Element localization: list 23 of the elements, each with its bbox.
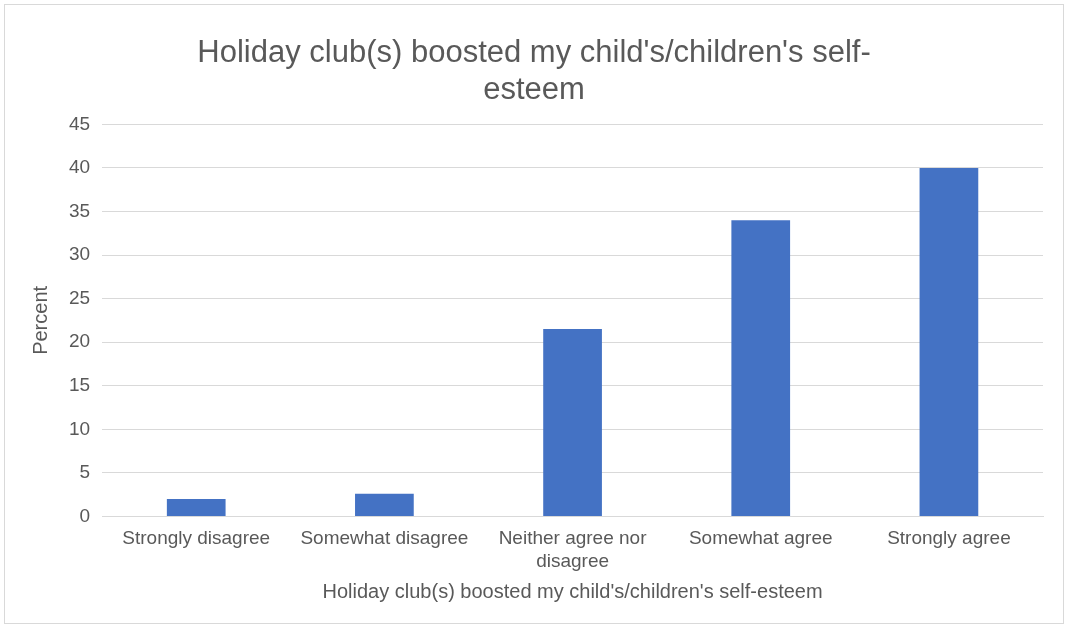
bar — [731, 220, 791, 516]
y-tick-label: 25 — [68, 286, 91, 308]
y-axis-title: Percent — [28, 285, 51, 355]
y-tick-label: 15 — [68, 373, 91, 395]
bar — [543, 329, 602, 516]
bar — [919, 167, 979, 516]
y-tick-label: 0 — [79, 504, 91, 526]
y-tick-label: 20 — [68, 330, 91, 352]
bar — [166, 498, 226, 516]
y-tick-label: 35 — [68, 199, 91, 221]
y-tick-label: 30 — [68, 243, 91, 265]
x-tick-label: Somewhat agree — [688, 527, 833, 549]
y-tick-label: 10 — [68, 417, 91, 439]
y-tick-label: 45 — [68, 112, 91, 134]
bar — [355, 493, 414, 516]
y-tick-label: 40 — [68, 156, 91, 178]
chart-title: Holiday club(s) boosted my child's/children's self-esteem — [197, 34, 871, 107]
x-tick-label: Strongly agree — [887, 527, 1011, 549]
x-tick-label: Somewhat disagree — [300, 527, 469, 549]
x-axis-title: Holiday club(s) boosted my child's/children's self-esteem — [322, 579, 823, 602]
x-tick-label: Neither agree nor disagree — [498, 527, 648, 571]
y-tick-label: 5 — [79, 461, 91, 483]
x-tick-label: Strongly disagree — [122, 527, 271, 549]
